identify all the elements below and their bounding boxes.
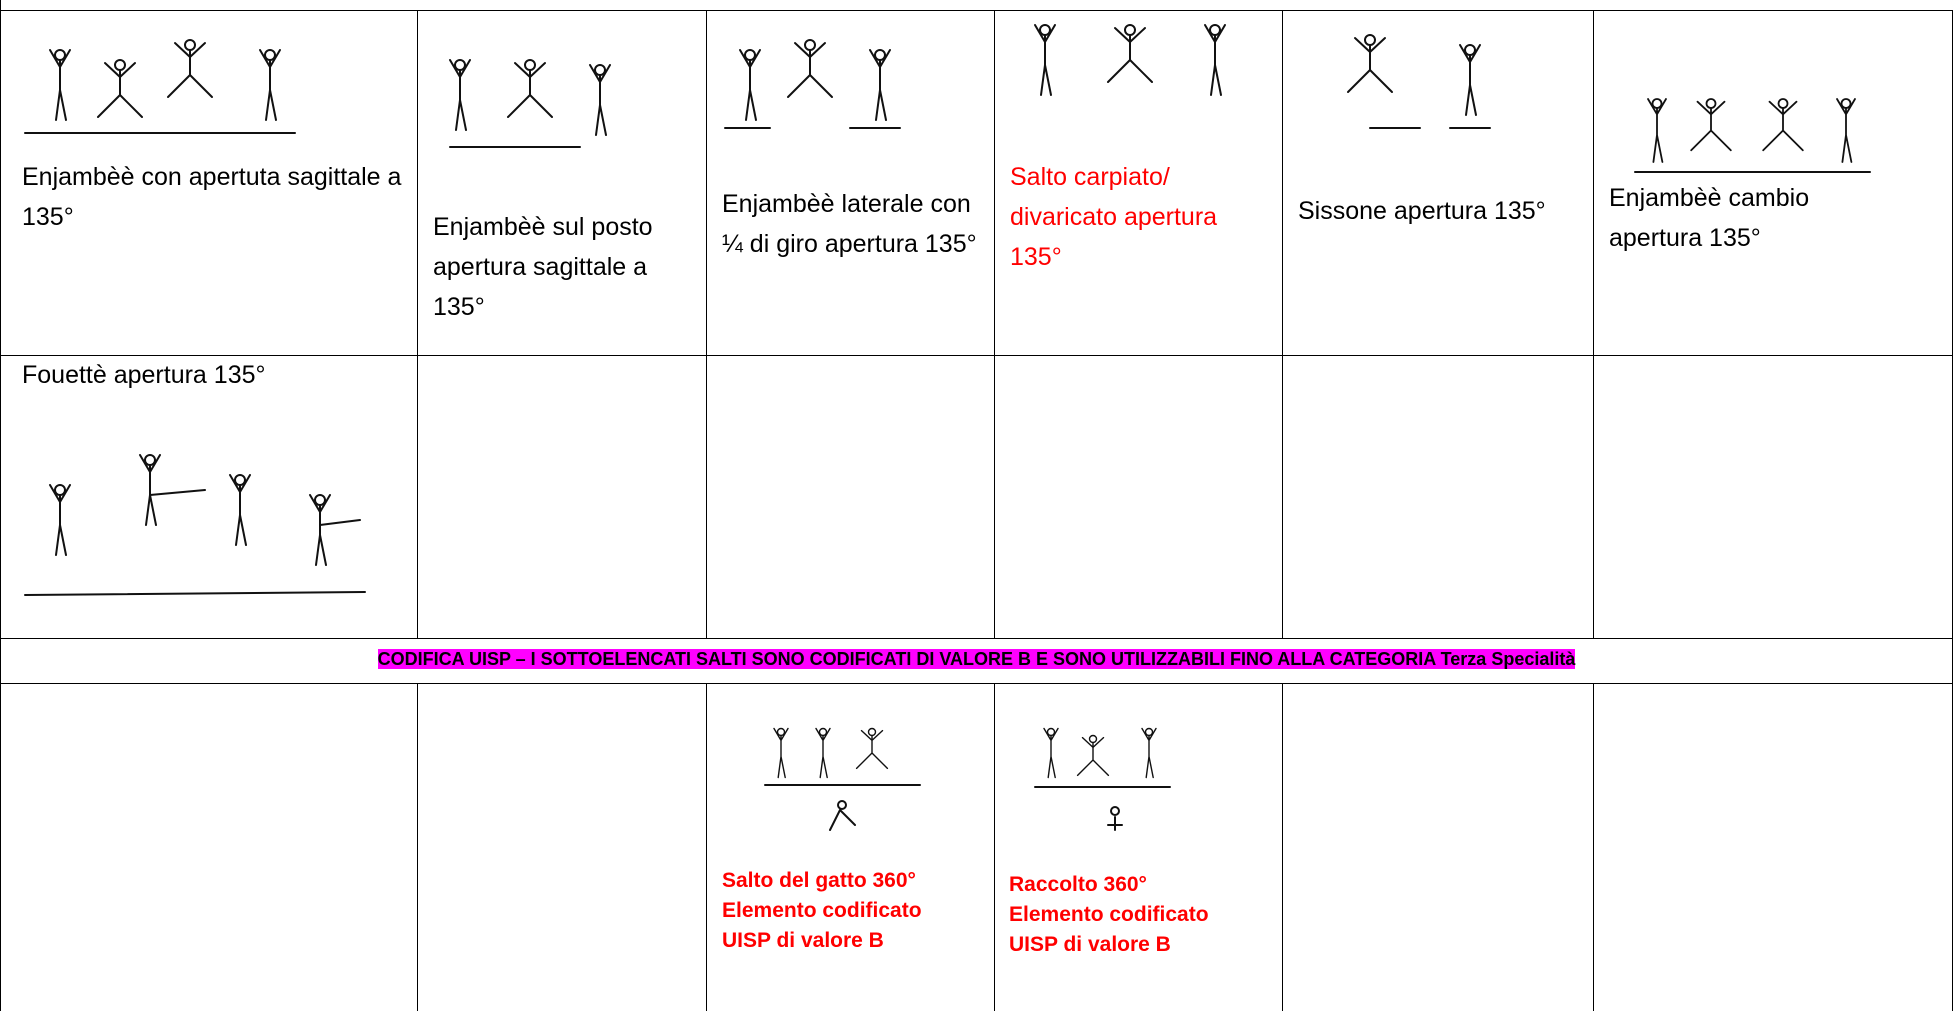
banner-text: CODIFICA UISP – I SOTTOELENCATI SALTI SO…	[377, 649, 1576, 669]
cell-text: Enjambèè cambio apertura 135°	[1609, 184, 1810, 252]
rule	[0, 683, 1953, 684]
rule	[1593, 10, 1594, 638]
illustration	[764, 727, 921, 831]
rule	[417, 10, 418, 638]
cell-text: Sissone apertura 135°	[1298, 197, 1546, 225]
illustration	[1034, 24, 1226, 96]
banner: CODIFICA UISP – I SOTTOELENCATI SALTI SO…	[0, 648, 1953, 670]
cell-line: Raccolto 360°	[1009, 873, 1147, 896]
rule	[417, 683, 418, 1011]
illustration	[449, 59, 611, 148]
cell-line: Elemento codificato	[722, 899, 922, 922]
rule	[0, 10, 1953, 11]
cell-text: Enjambèè laterale con ¼ di giro apertura…	[722, 190, 977, 258]
cell-text: Enjambèè con apertuta sagittale a 135°	[22, 163, 402, 231]
rule	[0, 638, 1953, 639]
illustration	[1347, 34, 1491, 129]
rule	[706, 10, 707, 638]
rule	[1282, 683, 1283, 1011]
cell-line: Elemento codificato	[1009, 903, 1209, 926]
rule	[1282, 10, 1283, 638]
coded-cell: Salto del gatto 360° Elemento codificato…	[722, 866, 922, 956]
rule	[1593, 683, 1594, 1011]
illustration	[24, 39, 296, 134]
illustration	[1634, 98, 1871, 173]
rule	[0, 0, 1, 1011]
cell-text: Fouettè apertura 135°	[22, 361, 266, 389]
rule	[994, 683, 995, 1011]
rule	[706, 683, 707, 1011]
cell-text: Enjambèè sul posto apertura sagittale a …	[433, 213, 653, 321]
rule	[994, 10, 995, 638]
illustration	[724, 39, 901, 129]
cell-text: Salto carpiato/ divaricato apertura 135°	[1010, 163, 1218, 271]
illustration	[24, 454, 366, 596]
cell-line: UISP di valore B	[722, 929, 884, 952]
rule	[0, 355, 1953, 356]
cell-line: UISP di valore B	[1009, 933, 1171, 956]
coded-cell: Raccolto 360° Elemento codificato UISP d…	[1009, 870, 1209, 960]
illustration	[1034, 727, 1171, 831]
cell-line: Salto del gatto 360°	[722, 869, 916, 892]
